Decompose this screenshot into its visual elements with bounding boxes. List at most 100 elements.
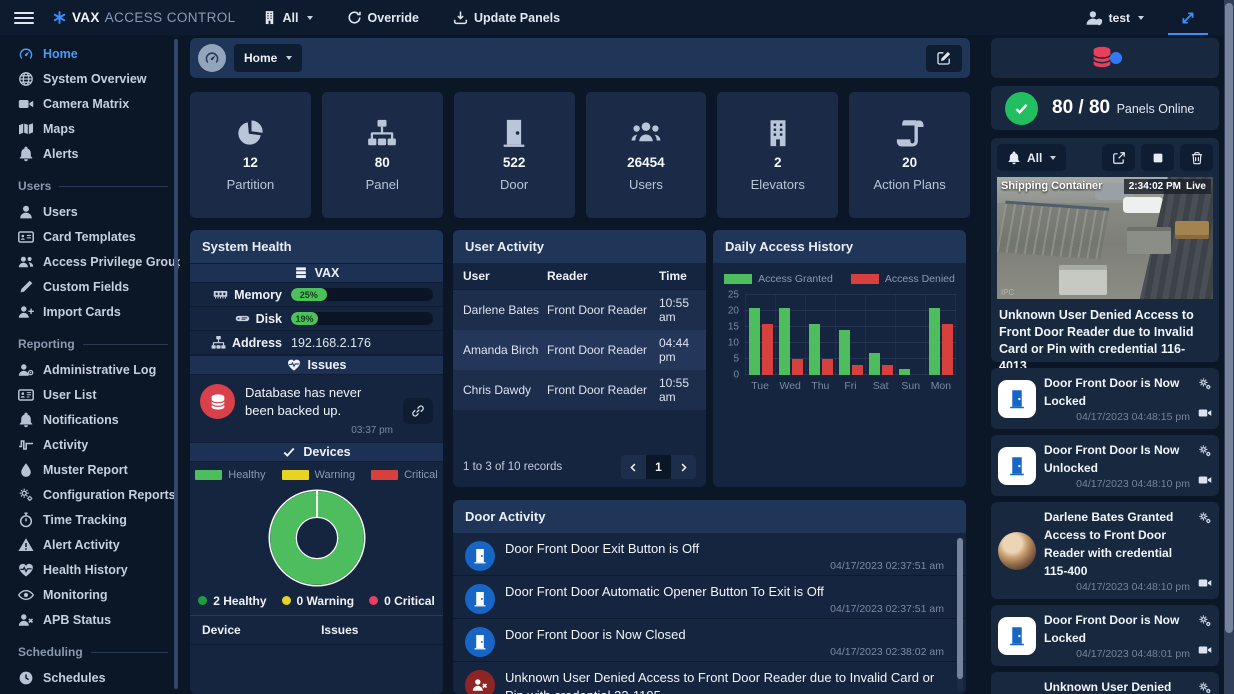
sidebar-section-reporting: Reporting <box>0 324 180 357</box>
notification-item[interactable]: Door Front Door Is Now Unlocked 04/17/202… <box>991 435 1219 496</box>
bar-group-thu <box>805 295 835 375</box>
door-icon <box>1007 389 1027 409</box>
user-menu-dropdown[interactable]: test <box>1085 9 1144 27</box>
stat-card-door[interactable]: 522 Door <box>453 92 575 218</box>
count-healthy: 2 Healthy <box>198 594 267 608</box>
notification-item[interactable]: Darlene Bates Granted Access to Front Do… <box>991 502 1219 599</box>
user-x-icon <box>472 677 488 693</box>
sidebar-nav: Home System Overview Camera Matrix Maps Aler… <box>0 35 180 694</box>
camera-feed[interactable]: Shipping Container 2:34:02 PM Live IPC <box>997 177 1213 299</box>
sidebar-item-alert-activity[interactable]: Alert Activity <box>0 532 180 557</box>
door-activity-item[interactable]: Unknown User Denied Access to Front Door… <box>453 662 966 694</box>
chevron-left-icon <box>628 462 639 473</box>
clear-button[interactable] <box>1180 144 1213 171</box>
database-alert-badge <box>200 384 235 419</box>
view-camera-button[interactable] <box>1198 406 1212 420</box>
sidebar-item-administrative-log[interactable]: Administrative Log <box>0 357 180 382</box>
sidebar-item-apb-status[interactable]: APB Status <box>0 607 180 632</box>
user-shield-icon <box>1085 9 1103 27</box>
stop-stream-button[interactable] <box>1141 144 1174 171</box>
partition-filter-dropdown[interactable]: All <box>262 10 313 25</box>
camera-controls: All <box>997 144 1213 171</box>
door-badge <box>465 584 495 614</box>
door-activity-item[interactable]: Door Front Door is Now Closed 04/17/2023 … <box>453 619 966 662</box>
sidebar-item-schedules[interactable]: Schedules <box>0 665 180 690</box>
sidebar-item-camera-matrix[interactable]: Camera Matrix <box>0 91 180 116</box>
event-time: 04/17/2023 02:38:02 am <box>830 646 944 658</box>
action-plan-button[interactable] <box>1198 444 1212 458</box>
menu-toggle-icon[interactable] <box>14 11 34 24</box>
sidebar-item-monitoring[interactable]: Monitoring <box>0 582 180 607</box>
stat-value: 80 <box>374 155 390 170</box>
sidebar-item-user-list[interactable]: User List <box>0 382 180 407</box>
sidebar-item-access-privilege-groups[interactable]: Access Privilege Groups <box>0 249 180 274</box>
videocam-icon <box>1198 406 1212 420</box>
x-axis-label: Sun <box>901 380 921 392</box>
notification-item[interactable]: Door Front Door is Now Locked 04/17/2023 … <box>991 605 1219 666</box>
live-camera-card: All Shipping Container 2:34:02 PM Live <box>991 138 1219 394</box>
override-button[interactable]: Override <box>347 10 419 25</box>
stat-card-partition[interactable]: 12 Partition <box>190 92 311 218</box>
bar-access-granted <box>778 307 790 375</box>
edit-dashboard-button[interactable] <box>926 44 962 72</box>
action-plan-button[interactable] <box>1198 377 1212 391</box>
issue-link-button[interactable] <box>403 397 433 424</box>
chevron-down-icon <box>1050 155 1057 160</box>
action-plan-button[interactable] <box>1198 681 1212 694</box>
prev-page-button[interactable] <box>621 455 646 479</box>
vax-logo-icon <box>52 10 67 25</box>
sidebar-item-users[interactable]: Users <box>0 199 180 224</box>
notification-filter-dropdown[interactable]: All <box>997 144 1067 171</box>
partition-filter-label: All <box>282 10 299 25</box>
issues-column-header: Issues <box>321 622 359 637</box>
camera-feed-car <box>1095 183 1133 200</box>
user-activity-row[interactable]: Amanda Birch Front Door Reader 04:44 pm <box>453 330 706 370</box>
sidebar-item-system-overview[interactable]: System Overview <box>0 66 180 91</box>
door-activity-item[interactable]: Door Front Door Exit Button is Off 04/17/… <box>453 533 966 576</box>
sidebar-item-alerts[interactable]: Alerts <box>0 141 180 166</box>
stat-label: Door <box>499 177 529 192</box>
check-icon <box>1014 101 1029 116</box>
sidebar-item-notifications[interactable]: Notifications <box>0 407 180 432</box>
sidebar-item-card-templates[interactable]: Card Templates <box>0 224 180 249</box>
sidebar-item-custom-fields[interactable]: Custom Fields <box>0 274 180 299</box>
view-camera-button[interactable] <box>1198 473 1212 487</box>
page-scrollbar[interactable] <box>1224 0 1234 694</box>
door-activity-scrollbar[interactable] <box>957 538 963 691</box>
notification-item[interactable]: Door Front Door is Now Locked 04/17/2023 … <box>991 368 1219 429</box>
action-plan-button[interactable] <box>1198 511 1212 525</box>
view-camera-button[interactable] <box>1198 643 1212 657</box>
sidebar-item-configuration-reports[interactable]: Configuration Reports <box>0 482 180 507</box>
notification-item[interactable]: Unknown User Denied Access to Front Door… <box>991 672 1219 694</box>
door-icon <box>499 118 529 148</box>
view-camera-button[interactable] <box>1198 576 1212 590</box>
daily-access-history-panel: Daily Access History Access Granted Acces… <box>713 230 966 487</box>
sidebar-item-home[interactable]: Home <box>0 41 180 66</box>
current-page-button[interactable]: 1 <box>646 455 671 479</box>
user-activity-row[interactable]: Chris Dawdy Front Door Reader 10:55 am <box>453 370 706 410</box>
bar-group-mon <box>925 295 956 375</box>
sidebar-item-muster-report[interactable]: Muster Report <box>0 457 180 482</box>
next-page-button[interactable] <box>671 455 696 479</box>
popout-camera-button[interactable] <box>1102 144 1135 171</box>
door-badge <box>465 541 495 571</box>
sidebar-item-maps[interactable]: Maps <box>0 116 180 141</box>
check-icon <box>282 445 296 459</box>
stat-card-elevators[interactable]: 2 Elevators <box>717 92 839 218</box>
action-plan-button[interactable] <box>1198 614 1212 628</box>
devices-table-header: Device Issues <box>190 614 443 645</box>
sidebar-item-time-tracking[interactable]: Time Tracking <box>0 507 180 532</box>
stat-card-panel[interactable]: 80 Panel <box>321 92 443 218</box>
sidebar-item-import-cards[interactable]: Import Cards <box>0 299 180 324</box>
user-activity-row[interactable]: Darlene Bates Front Door Reader 10:55 am <box>453 290 706 330</box>
heart-pulse-icon <box>18 562 34 578</box>
database-status-card[interactable] <box>991 38 1219 78</box>
sidebar-item-activity[interactable]: Activity <box>0 432 180 457</box>
door-activity-item[interactable]: Door Front Door Automatic Opener Button … <box>453 576 966 619</box>
stat-card-action-plans[interactable]: 20 Action Plans <box>849 92 970 218</box>
update-panels-button[interactable]: Update Panels <box>453 10 560 25</box>
sidebar-item-health-history[interactable]: Health History <box>0 557 180 582</box>
fullscreen-toggle-button[interactable] <box>1166 0 1210 35</box>
home-page-dropdown[interactable]: Home <box>234 44 303 72</box>
stat-card-users[interactable]: 26454 Users <box>585 92 707 218</box>
